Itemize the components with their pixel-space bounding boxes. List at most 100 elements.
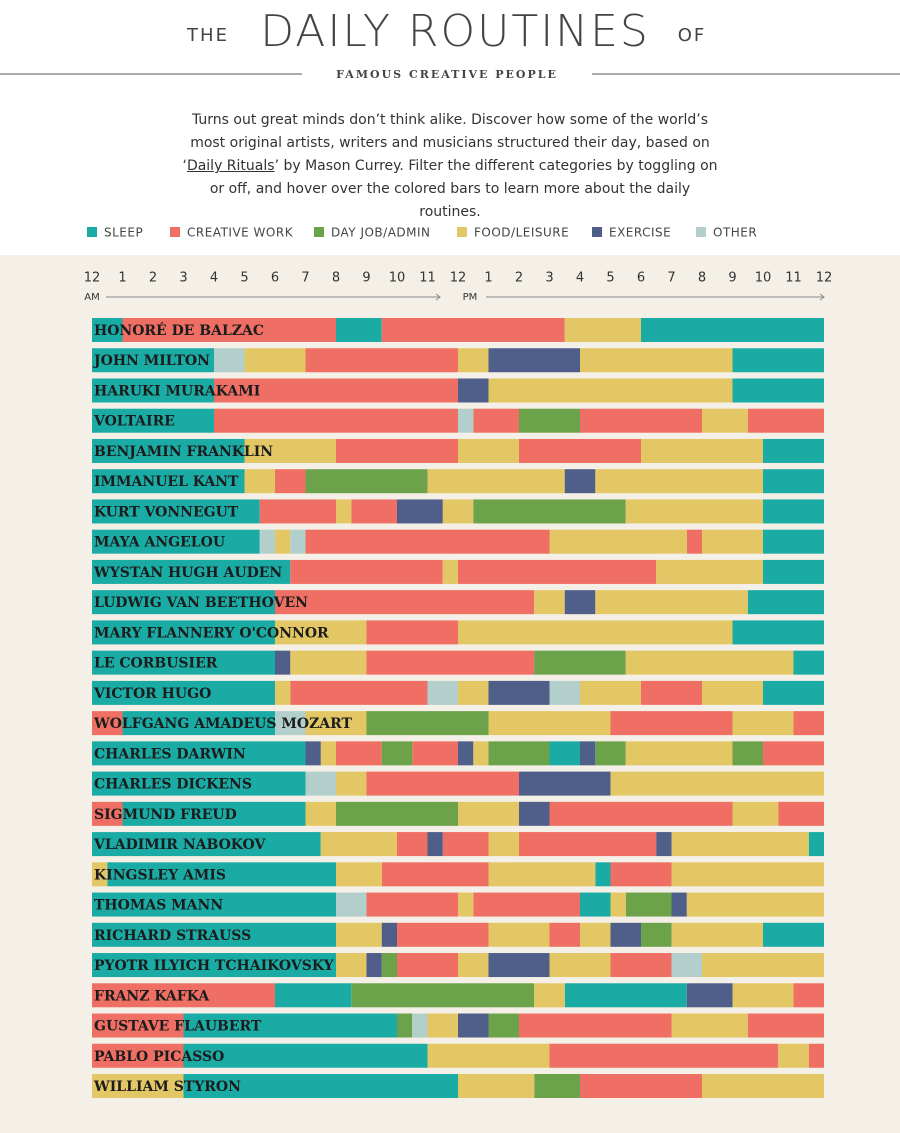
routine-bar[interactable]	[564, 318, 641, 342]
routine-bar[interactable]	[397, 832, 428, 857]
routine-bar[interactable]	[381, 862, 489, 887]
routine-bar[interactable]	[366, 892, 459, 917]
routine-bar[interactable]	[534, 590, 565, 615]
routine-bar[interactable]	[549, 1043, 779, 1068]
routine-bar[interactable]	[275, 711, 306, 736]
legend-swatch[interactable]	[87, 227, 97, 237]
routine-bar[interactable]	[92, 469, 245, 494]
routine-bar[interactable]	[641, 438, 763, 463]
routine-bar[interactable]	[305, 771, 337, 796]
routine-bar[interactable]	[290, 529, 306, 554]
routine-bar[interactable]	[610, 922, 642, 947]
routine-bar[interactable]	[580, 680, 641, 705]
routine-bar[interactable]	[747, 408, 824, 433]
routine-bar[interactable]	[732, 620, 825, 645]
routine-bar[interactable]	[549, 953, 611, 978]
routine-bar[interactable]	[458, 953, 489, 978]
legend-swatch[interactable]	[457, 227, 467, 237]
routine-bar[interactable]	[336, 741, 382, 766]
routine-bar[interactable]	[671, 922, 764, 947]
routine-bar[interactable]	[366, 620, 459, 645]
routine-bar[interactable]	[275, 529, 291, 554]
routine-bar[interactable]	[442, 832, 489, 857]
routine-bar[interactable]	[214, 378, 458, 403]
routine-bar[interactable]	[336, 438, 458, 463]
routine-bar[interactable]	[458, 408, 474, 433]
routine-bar[interactable]	[671, 892, 687, 917]
routine-bar[interactable]	[214, 408, 458, 433]
routine-bar[interactable]	[305, 348, 459, 373]
routine-bar[interactable]	[92, 438, 245, 463]
routine-bar[interactable]	[763, 438, 824, 463]
routine-bar[interactable]	[92, 801, 123, 826]
routine-bar[interactable]	[92, 529, 260, 554]
routine-bar[interactable]	[580, 892, 611, 917]
legend-label[interactable]: OTHER	[713, 226, 757, 240]
routine-bar[interactable]	[458, 438, 519, 463]
routine-bar[interactable]	[381, 922, 397, 947]
routine-bar[interactable]	[610, 771, 825, 796]
legend-label[interactable]: FOOD/LEISURE	[474, 226, 569, 240]
routine-bar[interactable]	[259, 499, 336, 524]
routine-bar[interactable]	[92, 318, 123, 342]
routine-bar[interactable]	[580, 408, 702, 433]
routine-bar[interactable]	[183, 1043, 428, 1068]
routine-bar[interactable]	[488, 348, 581, 373]
legend-swatch[interactable]	[696, 227, 706, 237]
routine-bar[interactable]	[305, 801, 337, 826]
routine-bar[interactable]	[702, 408, 748, 433]
routine-bar[interactable]	[122, 318, 337, 342]
routine-bar[interactable]	[580, 922, 611, 947]
routine-bar[interactable]	[92, 711, 123, 736]
routine-bar[interactable]	[458, 348, 489, 373]
routine-bar[interactable]	[244, 348, 306, 373]
routine-bar[interactable]	[92, 378, 214, 403]
routine-bar[interactable]	[641, 680, 702, 705]
routine-bar[interactable]	[595, 741, 626, 766]
routine-bar[interactable]	[214, 348, 245, 373]
routine-bar[interactable]	[595, 862, 611, 887]
routine-bar[interactable]	[381, 953, 397, 978]
legend-label[interactable]: SLEEP	[104, 226, 143, 240]
routine-bar[interactable]	[732, 801, 779, 826]
routine-bar[interactable]	[336, 922, 382, 947]
routine-bar[interactable]	[92, 741, 306, 766]
routine-bar[interactable]	[427, 1013, 459, 1038]
routine-bar[interactable]	[488, 832, 520, 857]
routine-bar[interactable]	[92, 559, 291, 584]
routine-bar[interactable]	[778, 801, 824, 826]
routine-bar[interactable]	[549, 741, 581, 766]
routine-bar[interactable]	[275, 590, 535, 615]
routine-bar[interactable]	[458, 892, 474, 917]
routine-bar[interactable]	[610, 953, 672, 978]
routine-bar[interactable]	[473, 499, 626, 524]
routine-bar[interactable]	[610, 711, 733, 736]
routine-bar[interactable]	[336, 862, 382, 887]
routine-bar[interactable]	[92, 348, 214, 373]
routine-bar[interactable]	[336, 318, 382, 342]
routine-bar[interactable]	[397, 499, 443, 524]
routine-bar[interactable]	[92, 953, 336, 978]
routine-bar[interactable]	[702, 680, 763, 705]
routine-bar[interactable]	[580, 1074, 702, 1098]
routine-bar[interactable]	[488, 862, 596, 887]
routine-bar[interactable]	[763, 499, 824, 524]
routine-bar[interactable]	[732, 741, 764, 766]
routine-bar[interactable]	[92, 983, 275, 1008]
routine-bar[interactable]	[580, 348, 733, 373]
routine-bar[interactable]	[793, 650, 825, 675]
intro-link[interactable]: Daily Rituals	[186, 158, 275, 174]
routine-bar[interactable]	[458, 801, 519, 826]
routine-bar[interactable]	[412, 1013, 428, 1038]
routine-bar[interactable]	[275, 469, 306, 494]
routine-bar[interactable]	[351, 499, 397, 524]
routine-bar[interactable]	[686, 529, 702, 554]
routine-bar[interactable]	[442, 499, 474, 524]
routine-bar[interactable]	[488, 922, 550, 947]
routine-bar[interactable]	[488, 680, 550, 705]
routine-bar[interactable]	[702, 529, 763, 554]
routine-bar[interactable]	[427, 832, 443, 857]
routine-bar[interactable]	[656, 832, 672, 857]
routine-bar[interactable]	[671, 1013, 748, 1038]
routine-bar[interactable]	[488, 711, 611, 736]
